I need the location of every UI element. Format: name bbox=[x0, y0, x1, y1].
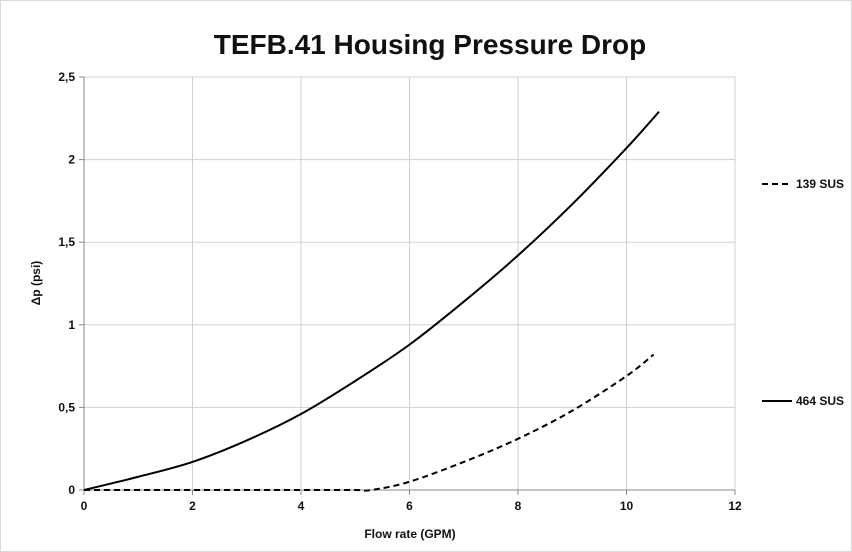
series-464-sus-line bbox=[83, 111, 660, 491]
y-axis-label: Δp (psi) bbox=[29, 261, 43, 306]
x-axis-label: Flow rate (GPM) bbox=[364, 527, 455, 541]
legend: 139 SUS 464 SUS bbox=[762, 177, 844, 408]
y-tick-label: 2 bbox=[68, 153, 75, 167]
x-tick-label: 8 bbox=[515, 499, 522, 513]
chart-title: TEFB.41 Housing Pressure Drop bbox=[214, 29, 647, 60]
legend-label: 139 SUS bbox=[796, 177, 844, 191]
legend-label: 464 SUS bbox=[796, 394, 844, 408]
y-tick-label: 0,5 bbox=[58, 400, 75, 414]
y-tick-label: 1 bbox=[68, 318, 75, 332]
y-tick-label: 1,5 bbox=[58, 235, 75, 249]
x-tick-label: 6 bbox=[406, 499, 413, 513]
y-tick-label: 0 bbox=[68, 483, 75, 497]
y-tick-label: 2,5 bbox=[58, 70, 75, 84]
x-tick-label: 12 bbox=[728, 499, 742, 513]
x-tick-label: 0 bbox=[81, 499, 88, 513]
x-tick-label: 10 bbox=[620, 499, 634, 513]
x-tick-label: 2 bbox=[189, 499, 196, 513]
series-lines bbox=[83, 111, 660, 492]
x-tick-label: 4 bbox=[298, 499, 305, 513]
series-139-sus-line bbox=[84, 353, 655, 492]
tick-labels: 0 2 4 6 8 10 12 0 0,5 1 1,5 2 2,5 bbox=[58, 70, 742, 513]
gridlines bbox=[84, 76, 736, 490]
